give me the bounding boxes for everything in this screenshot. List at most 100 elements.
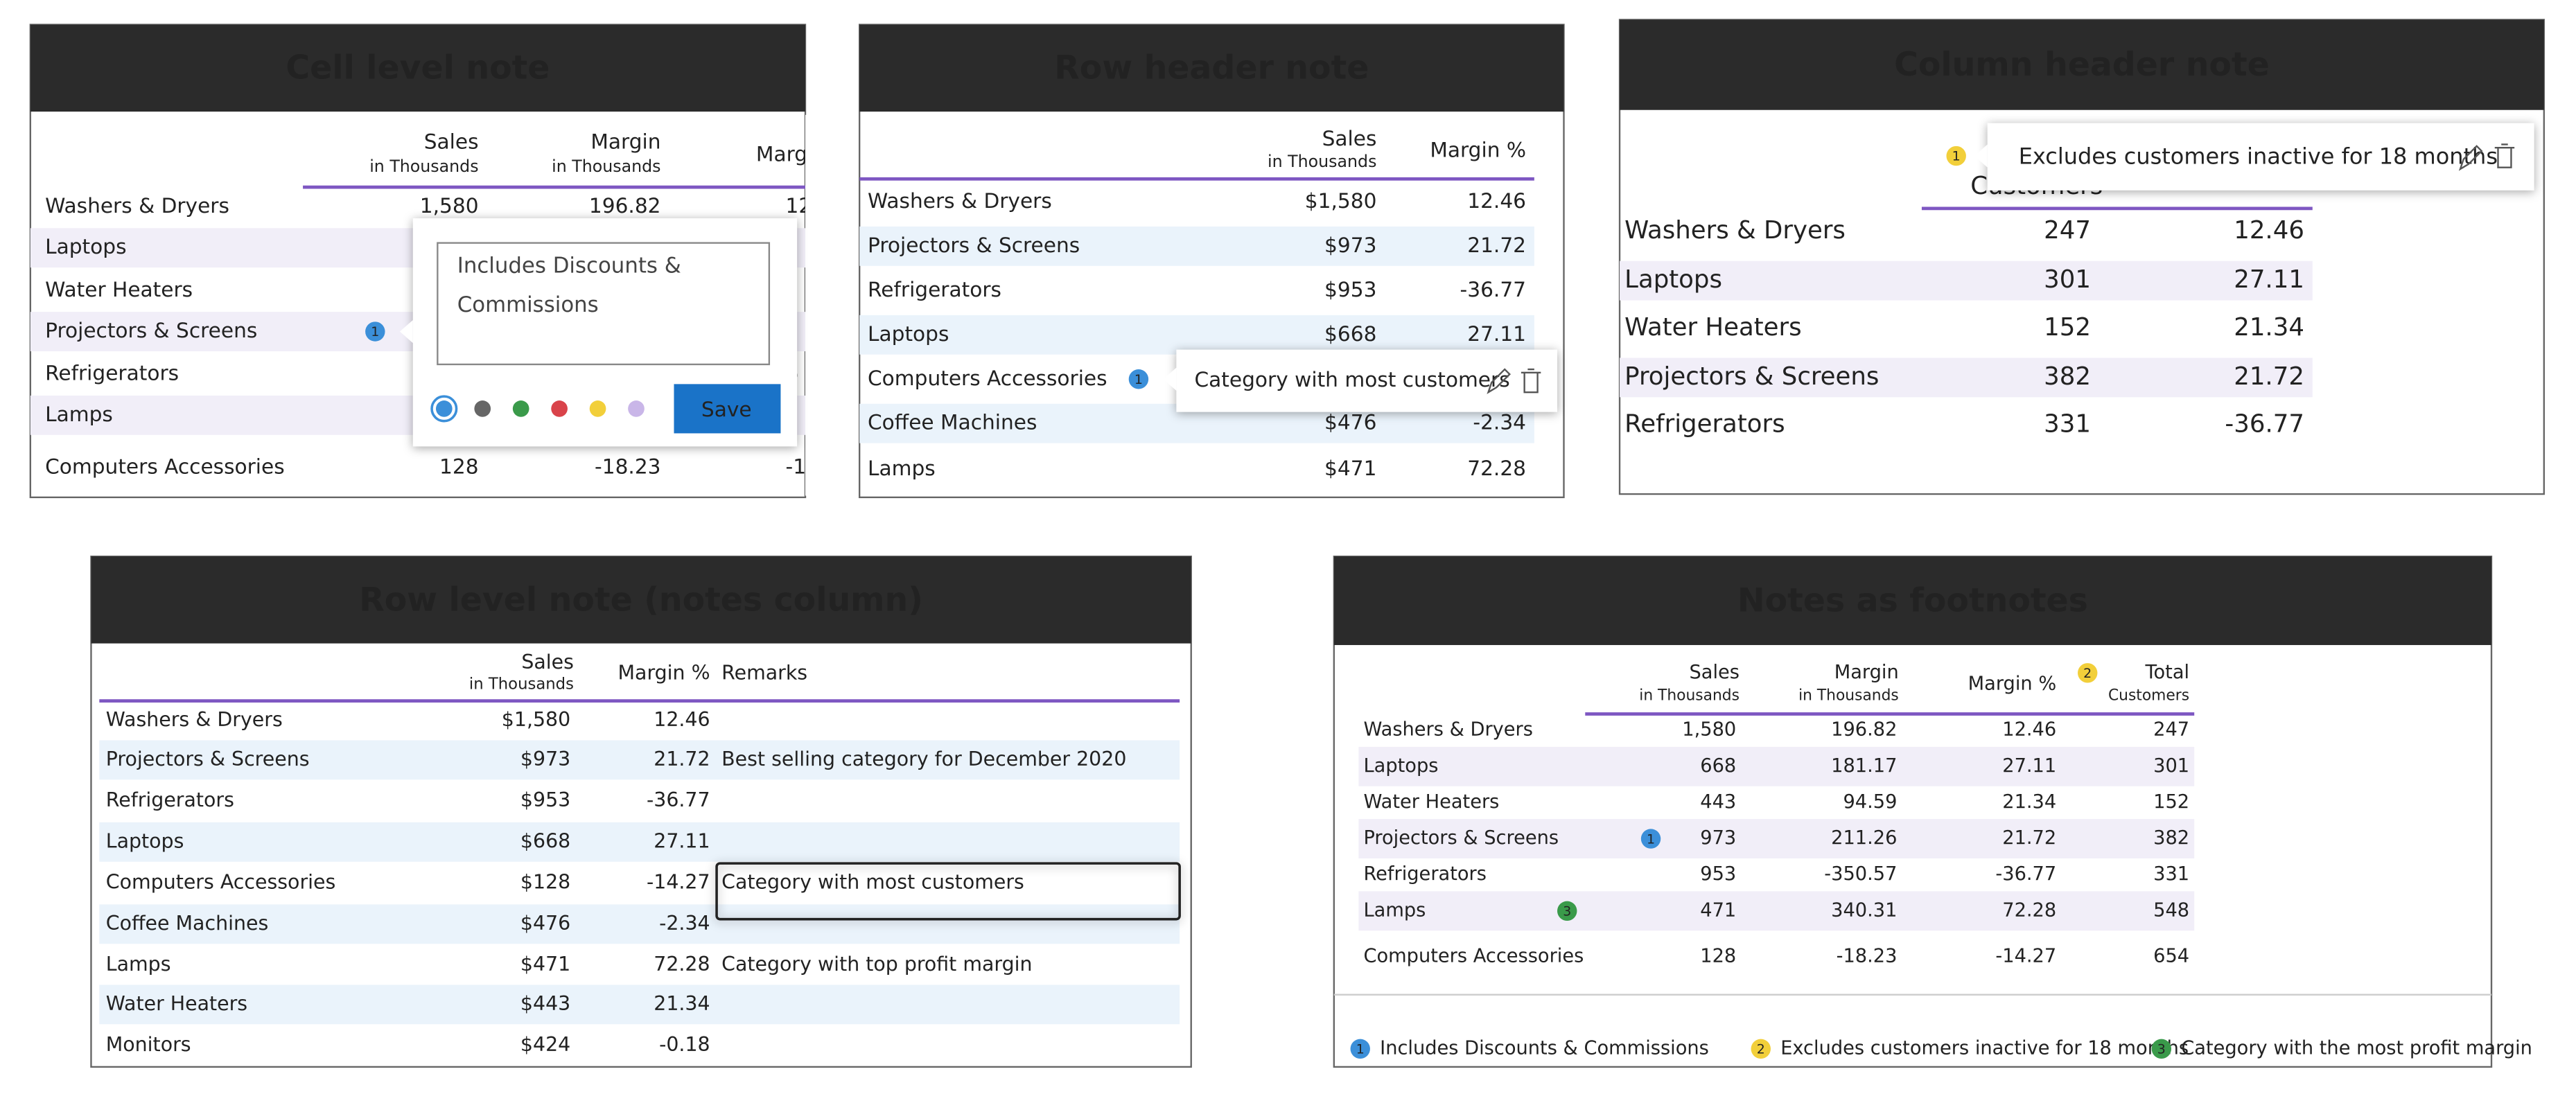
note-badge <box>2151 1039 2172 1059</box>
cell: 27.11 <box>1467 322 1526 346</box>
column-header: Sales <box>1689 662 1740 683</box>
row-label: Computers Accessories <box>868 367 1107 390</box>
edit-icon[interactable] <box>1487 368 1511 394</box>
remark-textarea[interactable] <box>715 862 1181 921</box>
cell: $1,580 <box>1305 189 1377 213</box>
cell: Best selling category for December 2020 <box>721 748 1126 770</box>
panel-title: Column header note <box>1894 46 2270 84</box>
color-swatch[interactable] <box>628 400 645 417</box>
cell: 196.82 <box>1831 719 1897 741</box>
cell: $128 <box>520 871 570 894</box>
row-label: Refrigerators <box>1624 410 1785 439</box>
cell: -350.57 <box>1824 863 1897 885</box>
cell: -0.18 <box>659 1033 710 1056</box>
column-header: Margin % <box>618 661 710 684</box>
color-swatch[interactable] <box>435 400 453 417</box>
row-label: Laptops <box>106 829 184 852</box>
row-shade <box>1358 746 2195 786</box>
cell: $424 <box>520 1033 570 1056</box>
column-subheader: in Thousands <box>369 157 478 176</box>
column-header: Margin % <box>1968 673 2057 694</box>
note-badge <box>1350 1039 1370 1059</box>
cell: -36.77 <box>1995 863 2056 885</box>
note-badge <box>365 321 385 342</box>
row-label: Laptops <box>1363 755 1438 777</box>
column-header: Sales <box>1322 127 1377 150</box>
cell: 1,580 <box>1682 719 1736 741</box>
note-badge-number: 1 <box>1356 1042 1365 1057</box>
cell: 331 <box>2044 410 2091 439</box>
cell: $471 <box>1324 457 1376 480</box>
panel-title-bar <box>1333 556 2492 646</box>
delete-icon[interactable] <box>1521 368 1541 394</box>
column-header: Margin % <box>1430 138 1526 161</box>
cell: -2.34 <box>659 912 710 935</box>
row-label: Washers & Dryers <box>45 194 229 218</box>
cell: 211.26 <box>1831 827 1897 849</box>
row-label: Refrigerators <box>106 788 234 811</box>
column-header: Remarks <box>721 661 807 684</box>
cell: 72.28 <box>1467 457 1526 480</box>
edit-icon[interactable] <box>2458 145 2483 171</box>
cell: $443 <box>520 992 570 1015</box>
column-subheader: Customers <box>2108 687 2189 704</box>
row-label: Water Heaters <box>45 278 193 301</box>
row-shade <box>1620 261 2313 301</box>
row-shade <box>1358 891 2195 931</box>
note-textarea[interactable] <box>437 242 771 366</box>
panel-title: Row header note <box>1054 49 1369 87</box>
row-shade <box>99 904 1180 944</box>
column-subheader: in Thousands <box>552 157 660 176</box>
cell: 443 <box>1700 791 1736 813</box>
cell: -36.77 <box>647 788 710 811</box>
row-label: Computers Accessories <box>45 455 285 479</box>
cell: 382 <box>2044 362 2091 391</box>
delete-icon[interactable] <box>2494 143 2515 168</box>
cell: 668 <box>1700 755 1736 777</box>
row-label: Refrigerators <box>868 278 1001 301</box>
cell: -36.77 <box>1460 278 1526 301</box>
cell: 12.46 <box>2234 216 2304 245</box>
panel-title-bar <box>30 24 805 112</box>
cell: 21.72 <box>2002 827 2056 849</box>
note-badge-number: 2 <box>1757 1042 1765 1057</box>
cell: 247 <box>2153 719 2189 741</box>
color-swatch[interactable] <box>474 400 491 417</box>
row-label: Laptops <box>868 322 949 346</box>
cell: 152 <box>2153 791 2189 813</box>
cell: 152 <box>2044 313 2091 342</box>
column-subheader: in Thousands <box>1639 687 1740 704</box>
cell: 21.34 <box>2234 313 2304 342</box>
row-shade <box>99 985 1180 1025</box>
note-badge-number: 1 <box>1647 831 1655 847</box>
color-swatch[interactable] <box>512 400 529 417</box>
cell: 21.72 <box>654 748 710 770</box>
note-badge <box>1946 145 1966 166</box>
color-swatch[interactable] <box>551 400 568 417</box>
note-badge-number: 1 <box>1134 372 1143 387</box>
cell: -2.34 <box>1473 411 1526 434</box>
row-label: Refrigerators <box>1363 863 1486 885</box>
color-swatch[interactable] <box>589 400 606 417</box>
note-badge <box>1751 1039 1771 1059</box>
cell: 196.82 <box>589 194 661 218</box>
panel-title: Row level note (notes column) <box>359 581 923 619</box>
cell: $471 <box>520 953 570 976</box>
row-label: Water Heaters <box>1363 791 1499 813</box>
cell: 471 <box>1700 899 1736 921</box>
cell: 72.28 <box>654 953 710 976</box>
cell: 27.11 <box>654 829 710 852</box>
cell: 27.11 <box>2234 265 2304 294</box>
note-badge <box>1557 901 1577 921</box>
footnote-text: Category with the most profit margin <box>2181 1037 2532 1059</box>
save-button[interactable] <box>674 384 781 434</box>
cell: -14.27 <box>647 871 710 894</box>
cell: 94.59 <box>1843 791 1897 813</box>
row-label: Lamps <box>106 953 171 976</box>
row-label: Projectors & Screens <box>1363 827 1559 849</box>
column-header: Sales <box>424 130 479 154</box>
row-label: Washers & Dryers <box>1363 719 1532 741</box>
row-label: Lamps <box>1363 899 1426 921</box>
cell: 128 <box>439 455 479 479</box>
row-label: Lamps <box>868 457 936 480</box>
